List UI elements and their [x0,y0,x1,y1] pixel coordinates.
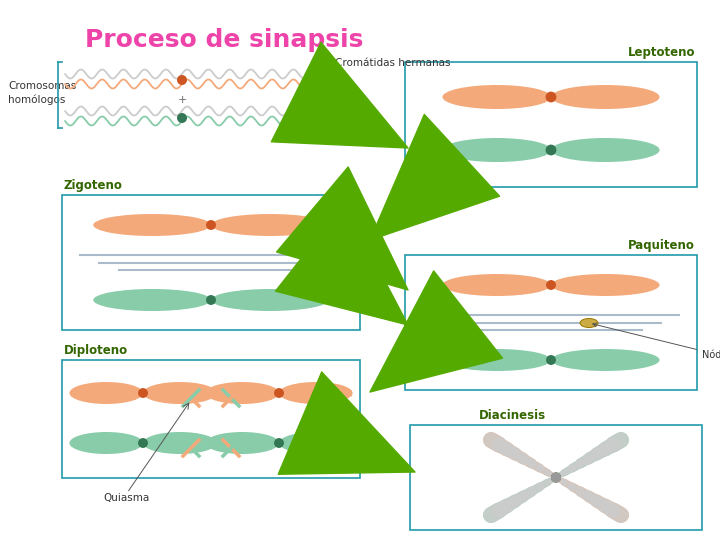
Ellipse shape [551,274,660,296]
Circle shape [274,438,284,448]
Ellipse shape [205,382,279,404]
Circle shape [206,295,216,305]
Circle shape [546,355,556,365]
Text: Cromátidas hermanas: Cromátidas hermanas [335,58,451,68]
Ellipse shape [69,382,143,404]
Text: Diploteno: Diploteno [64,344,128,357]
Ellipse shape [442,349,551,371]
Bar [62,195,360,330]
Circle shape [551,472,561,483]
Circle shape [177,113,187,123]
Bar [62,360,360,478]
Text: Zigoteno: Zigoteno [64,179,123,192]
Ellipse shape [94,289,211,311]
Circle shape [274,388,284,398]
Bar [405,62,697,187]
Circle shape [546,92,557,103]
Circle shape [206,220,216,230]
Ellipse shape [551,349,660,371]
Ellipse shape [69,432,143,454]
Text: Cromosomas
homólogos: Cromosomas homólogos [8,82,76,105]
Circle shape [551,472,561,483]
Text: Nódulo: Nódulo [593,323,720,360]
Text: +: + [177,95,186,105]
Circle shape [546,280,556,290]
Circle shape [546,145,557,156]
Circle shape [138,438,148,448]
Text: Quiasma: Quiasma [104,493,150,503]
Ellipse shape [279,382,353,404]
Ellipse shape [205,432,279,454]
Text: Paquiteno: Paquiteno [628,239,695,252]
Text: Leptoteno: Leptoteno [628,46,695,59]
Circle shape [551,472,561,483]
Ellipse shape [442,85,551,109]
Ellipse shape [143,382,217,404]
Ellipse shape [580,319,598,327]
Ellipse shape [442,274,551,296]
Circle shape [138,388,148,398]
Bar [410,425,702,530]
Ellipse shape [551,138,660,162]
Ellipse shape [551,85,660,109]
Circle shape [551,472,561,483]
Text: Diacinesis: Diacinesis [479,409,546,422]
Text: Proceso de sinapsis: Proceso de sinapsis [85,28,364,52]
Ellipse shape [279,432,353,454]
Ellipse shape [211,289,329,311]
Ellipse shape [143,432,217,454]
Circle shape [177,75,187,85]
Ellipse shape [94,214,211,236]
Ellipse shape [442,138,551,162]
Ellipse shape [211,214,329,236]
Bar [405,255,697,390]
